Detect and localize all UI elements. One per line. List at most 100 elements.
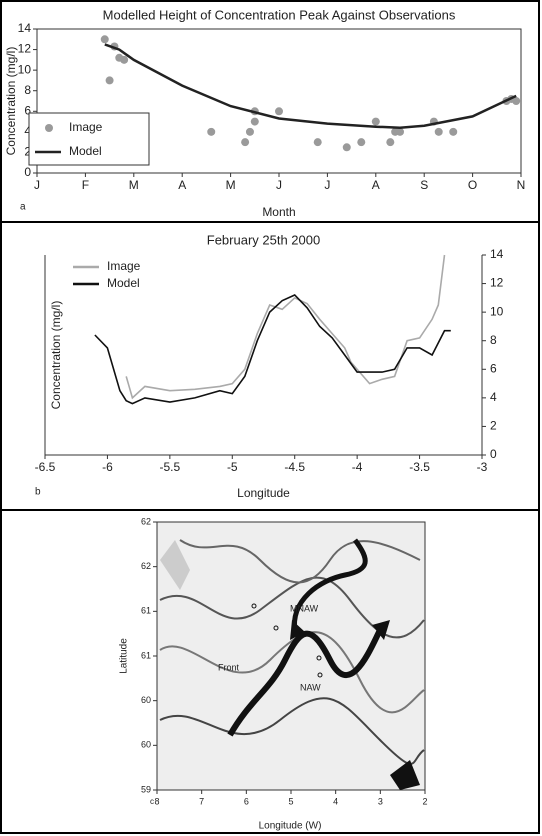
y-tick-label: 12 [490,276,504,290]
panel-label: c [150,797,154,806]
x-tick-label: N [517,178,526,192]
x-tick-label: -6 [102,460,113,474]
x-tick-label: J [34,178,40,192]
map-y-tick-label: 61 [141,606,151,616]
data-point [434,127,443,136]
y-axis-label: Latitude [119,638,130,674]
y-tick-label: 2 [490,419,497,433]
map-x-tick-label: 2 [422,796,427,806]
legend-label: Model [69,144,102,158]
y-tick-label: 0 [24,165,31,179]
chart-title: Modelled Height of Concentration Peak Ag… [103,7,456,22]
map-label: Front [218,662,240,672]
y-axis-label: Concentration (mg/l) [4,47,18,156]
land [160,540,190,590]
map-label: MNAW [290,603,319,613]
x-tick-label: -3 [477,460,488,474]
x-tick-label: M [129,178,139,192]
y-tick-label: 10 [18,62,32,76]
y-tick-label: 14 [18,21,32,35]
y-tick-label: 0 [490,447,497,461]
data-point [396,127,404,136]
legend-label: Image [107,259,141,273]
x-tick-label: -3.5 [409,460,430,474]
flow-arrow [227,628,383,737]
y-tick-label: 6 [490,361,497,375]
station [316,655,322,661]
data-point [512,97,521,105]
map-y-tick-label: 62 [141,516,151,526]
data-point [105,76,114,85]
map-x-tick-label: 8 [154,796,159,806]
x-tick-label: M [226,178,236,192]
x-tick-label: O [468,178,477,192]
y-axis-label: Concentration (mg/l) [49,301,63,410]
data-line [125,254,446,400]
front-contour [179,539,421,584]
map-y-tick-label: 62 [141,561,151,571]
x-tick-label: -5 [227,460,238,474]
y-tick-label: 12 [18,42,32,56]
y-tick-label: 14 [490,247,504,261]
y-tick-label: 8 [490,333,497,347]
x-axis-label: Longitude [237,486,290,500]
station [273,625,279,631]
panel-label: a [20,202,26,213]
data-point [120,55,129,64]
data-line [104,43,517,129]
map-x-tick-label: 5 [288,796,293,806]
land [390,760,420,790]
x-tick-label: -5.5 [160,460,181,474]
x-tick-label: S [420,178,428,192]
x-axis-label: Longitude (W) [259,821,322,832]
x-tick-label: A [178,178,186,192]
map-x-tick-label: 7 [199,796,204,806]
y-tick-label: 2 [24,145,31,159]
map-y-tick-label: 59 [141,784,151,794]
station [251,603,257,609]
legend-box [28,112,150,166]
data-point [371,117,380,126]
legend-label: Model [107,276,140,290]
x-tick-label: -4.5 [284,460,305,474]
y-tick-label: 6 [24,103,31,117]
chart-title: February 25th 2000 [207,232,320,247]
y-tick-label: 8 [24,83,31,97]
legend-label: Image [69,120,103,134]
x-tick-label: F [82,178,89,192]
station [317,672,323,678]
map-x-tick-label: 4 [333,796,338,806]
data-point [250,117,259,126]
flow-arrow [292,538,368,633]
y-tick-label: 10 [490,304,504,318]
y-tick-label: 4 [24,124,31,138]
data-point [100,35,109,44]
legend-marker [45,124,53,132]
map-x-tick-label: 3 [378,796,383,806]
map-y-tick-label: 60 [141,695,151,705]
data-point [241,138,250,147]
map-label: NAW [300,682,321,692]
arrowhead [372,620,390,640]
map-y-tick-label: 61 [141,650,151,660]
map-y-tick-label: 60 [141,740,151,750]
x-tick-label: J [276,178,282,192]
x-tick-label: J [324,178,330,192]
data-point [357,138,366,147]
x-tick-label: -6.5 [35,460,56,474]
data-point [449,127,458,136]
map-panel: MNAW NAW Front Longitude (W) Latitude c [119,521,426,832]
data-point [342,143,351,152]
data-point [245,127,254,136]
map-x-tick-label: 6 [244,796,249,806]
data-line [94,294,451,405]
panel-label: b [35,487,41,498]
x-axis-label: Month [262,205,295,219]
map-frame [156,521,426,791]
x-tick-label: -4 [352,460,363,474]
y-tick-label: 4 [490,390,497,404]
x-tick-label: A [372,178,380,192]
data-point [207,127,216,136]
data-point [313,138,322,147]
